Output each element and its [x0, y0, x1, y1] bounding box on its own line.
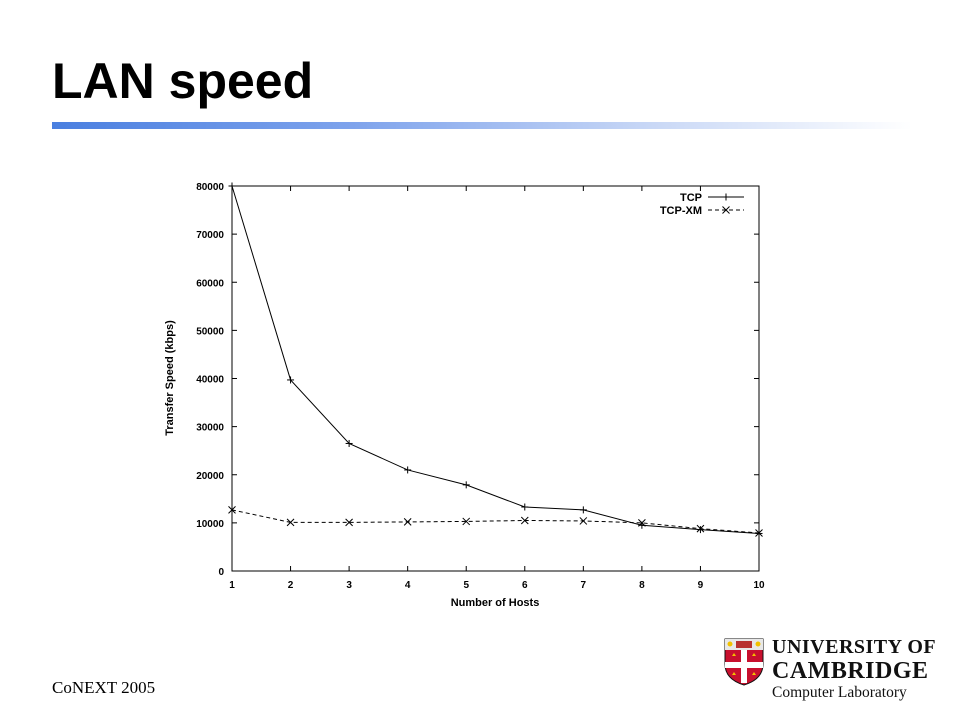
series-layer	[228, 182, 763, 537]
x-axis-ticks: 1 2 3 4 5 6 7 8 9 10	[229, 186, 765, 591]
x-axis-label: Number of Hosts	[451, 597, 540, 609]
data-point-tcp-xm	[462, 517, 471, 526]
y-tick-label: 20000	[196, 471, 224, 482]
data-point-tcp-xm	[286, 518, 295, 527]
x-tick-label: 2	[288, 580, 294, 591]
title-underline	[52, 122, 912, 129]
x-tick-label: 8	[639, 580, 645, 591]
cambridge-crest-icon	[724, 638, 764, 686]
legend-label-tcp-xm: TCP-XM	[660, 205, 702, 217]
plot-frame	[231, 185, 760, 572]
data-point-tcp	[228, 182, 236, 190]
data-point-tcp	[345, 439, 353, 447]
data-point-tcp-xm	[228, 506, 236, 514]
x-tick-label: 7	[581, 580, 587, 591]
logo-text-cambridge: CAMBRIDGE	[772, 658, 929, 684]
data-point-tcp-xm	[638, 519, 646, 527]
x-tick-label: 3	[346, 580, 352, 591]
data-point-tcp	[404, 466, 412, 474]
y-tick-label: 40000	[196, 375, 224, 386]
x-tick-label: 4	[405, 580, 411, 591]
y-tick-label: 60000	[196, 278, 224, 289]
data-point-tcp	[579, 506, 587, 514]
y-axis-label: Transfer Speed (kbps)	[164, 320, 176, 436]
logo-text-computer-laboratory: Computer Laboratory	[772, 684, 907, 701]
legend-marker-tcp-xm	[722, 206, 730, 214]
data-point-tcp-xm	[696, 524, 705, 533]
y-tick-label: 30000	[196, 423, 224, 434]
data-point-tcp-xm	[520, 516, 529, 525]
series-line-tcp-xm	[231, 509, 760, 534]
y-tick-label: 50000	[196, 326, 224, 337]
university-logo: UNIVERSITY OF CAMBRIDGE Computer Laborat…	[724, 632, 936, 704]
footer-conference: CoNEXT 2005	[52, 678, 156, 697]
data-point-tcp-xm	[579, 517, 588, 525]
y-tick-label: 0	[218, 567, 224, 578]
legend-marker-tcp	[722, 193, 730, 201]
data-point-tcp	[287, 376, 295, 384]
y-tick-label: 70000	[196, 230, 224, 241]
x-tick-label: 1	[229, 580, 235, 591]
y-tick-label: 10000	[196, 519, 224, 530]
slide-title: LAN speed	[52, 53, 314, 109]
data-point-tcp-xm	[755, 529, 763, 537]
y-tick-label: 80000	[196, 182, 224, 193]
data-point-tcp	[462, 481, 470, 489]
legend-label-tcp: TCP	[680, 192, 702, 204]
data-point-tcp-xm	[403, 518, 412, 526]
x-tick-label: 10	[753, 580, 765, 591]
x-tick-label: 5	[463, 580, 469, 591]
data-point-tcp	[521, 503, 529, 511]
data-point-tcp-xm	[345, 518, 353, 527]
x-tick-label: 6	[522, 580, 528, 591]
x-tick-label: 9	[698, 580, 704, 591]
series-line-tcp	[231, 185, 760, 534]
logo-text-university-of: UNIVERSITY OF	[772, 636, 937, 658]
y-axis-ticks: 0 10000 20000 30000 40000 50000 60000 70000 8000…	[196, 182, 759, 578]
data-point-tcp	[696, 526, 704, 534]
